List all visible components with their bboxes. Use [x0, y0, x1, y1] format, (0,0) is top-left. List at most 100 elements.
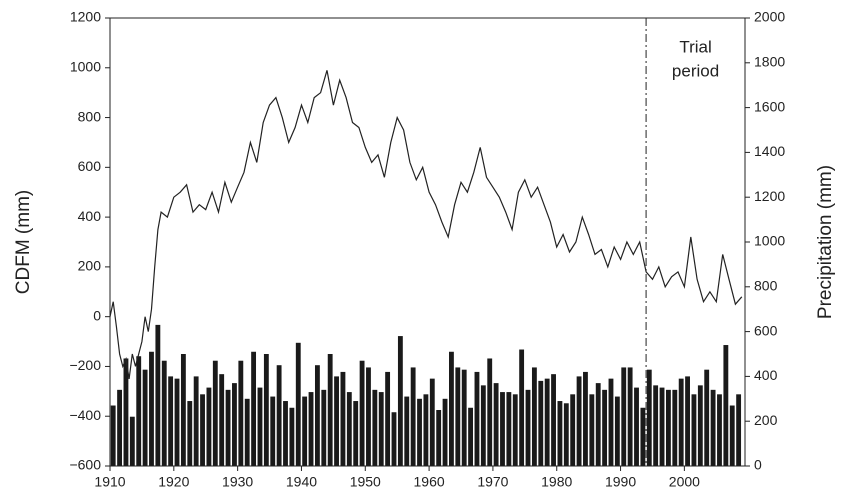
bar	[295, 342, 301, 466]
bar	[123, 358, 129, 466]
y2-tick-label: 1200	[754, 188, 785, 204]
bar	[366, 367, 371, 466]
bar	[461, 369, 467, 466]
bar	[372, 389, 378, 466]
bar	[570, 394, 576, 466]
y2-tick-label: 2000	[754, 9, 785, 25]
bar	[525, 389, 531, 466]
bar	[455, 367, 461, 466]
y-tick-label: 1000	[70, 58, 101, 74]
bar	[544, 378, 550, 466]
bar	[621, 367, 627, 466]
bar	[212, 360, 218, 466]
bar	[238, 360, 244, 466]
y-tick-label: 200	[78, 258, 102, 274]
y-tick-label: 400	[78, 208, 102, 224]
bar	[257, 387, 263, 466]
y-tick-label: −600	[69, 457, 101, 473]
bar	[697, 385, 703, 466]
bar	[704, 369, 710, 466]
bar	[659, 387, 665, 466]
bar	[410, 367, 416, 466]
bar	[314, 365, 320, 466]
bar	[142, 369, 148, 466]
bar	[429, 378, 435, 466]
bar	[136, 356, 142, 466]
bar	[506, 392, 512, 466]
bar	[723, 345, 729, 466]
bar	[276, 365, 282, 466]
x-tick-label: 1980	[541, 474, 572, 490]
bar	[468, 407, 474, 466]
bar	[129, 416, 135, 466]
bar	[634, 387, 639, 466]
bar	[614, 396, 620, 466]
bar	[602, 389, 608, 466]
bar	[289, 407, 295, 466]
bar	[334, 376, 339, 466]
x-tick-label: 2000	[669, 474, 700, 490]
bar	[551, 374, 556, 466]
y-tick-label: 800	[78, 108, 102, 124]
x-tick-label: 1950	[350, 474, 381, 490]
bar	[672, 389, 678, 466]
bar	[442, 398, 448, 466]
bar	[417, 398, 422, 466]
bar	[155, 324, 161, 466]
bar	[321, 389, 327, 466]
bar	[302, 396, 308, 466]
bar	[627, 367, 633, 466]
bar	[359, 360, 365, 466]
bar	[729, 405, 735, 466]
bar	[583, 371, 588, 466]
bar	[563, 403, 569, 466]
y2-tick-label: 1600	[754, 98, 785, 114]
y2-tick-label: 200	[754, 412, 778, 428]
bar	[449, 351, 454, 466]
y2-tick-label: 1000	[754, 233, 785, 249]
y2-tick-label: 800	[754, 278, 778, 294]
bar	[710, 389, 716, 466]
bar	[308, 392, 314, 466]
y-tick-label: 0	[93, 307, 101, 323]
bar	[423, 394, 429, 466]
bar	[327, 354, 333, 466]
bar	[346, 392, 352, 466]
bar	[263, 354, 269, 466]
y-tick-label: −200	[69, 357, 101, 373]
bar	[480, 385, 486, 466]
annotation: period	[672, 61, 719, 80]
bar	[283, 401, 288, 466]
bar	[161, 360, 167, 466]
bar	[251, 351, 257, 466]
bar	[512, 394, 518, 466]
y2-tick-label: 400	[754, 367, 778, 383]
bar	[678, 378, 684, 466]
x-tick-label: 1990	[605, 474, 636, 490]
bar	[557, 401, 563, 466]
y-tick-label: 600	[78, 158, 102, 174]
x-tick-label: 1930	[222, 474, 253, 490]
bar	[353, 401, 359, 466]
bar	[519, 349, 525, 466]
bar	[187, 401, 193, 466]
x-tick-label: 1960	[414, 474, 445, 490]
bar	[736, 394, 742, 466]
y-tick-label: 1200	[70, 9, 101, 25]
bar	[493, 383, 499, 466]
bar	[397, 336, 403, 466]
bar	[174, 378, 180, 466]
bar	[646, 369, 652, 466]
bar	[691, 394, 697, 466]
bar	[180, 354, 186, 466]
x-tick-label: 1970	[477, 474, 508, 490]
bar	[717, 394, 722, 466]
x-tick-label: 1940	[286, 474, 317, 490]
y2-tick-label: 0	[754, 457, 762, 473]
x-tick-label: 1920	[158, 474, 189, 490]
bar	[640, 407, 646, 466]
bar	[404, 396, 410, 466]
y2-tick-label: 1800	[754, 54, 785, 70]
bar	[665, 389, 671, 466]
